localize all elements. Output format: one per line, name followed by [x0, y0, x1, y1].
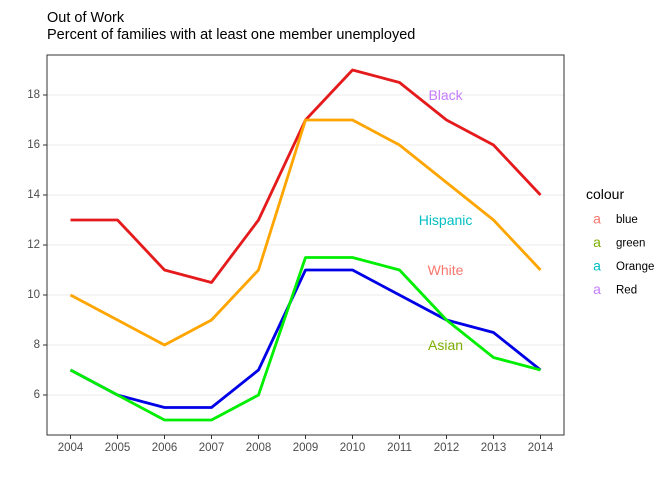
x-tick-label: 2012 — [434, 442, 460, 454]
series-lines — [69, 68, 542, 422]
chart-title: Out of Work — [47, 10, 125, 26]
series-line-0 — [70, 68, 542, 284]
series-line-3 — [69, 256, 541, 422]
x-tick-label: 2010 — [340, 442, 366, 454]
legend: colour a blue a green a Orange a Red — [586, 186, 654, 297]
annotation-label: Asian — [428, 337, 463, 353]
y-tick-label: 14 — [27, 189, 40, 201]
legend-label: Orange — [616, 261, 654, 273]
x-tick-label: 2007 — [199, 442, 225, 454]
annotation-label: Black — [428, 87, 463, 103]
legend-label: blue — [616, 214, 638, 226]
series-line-2 — [69, 268, 542, 409]
legend-key-glyph: a — [593, 211, 601, 227]
legend-key-glyph: a — [593, 234, 601, 250]
axes: 2004 2005 2006 2007 2008 2009 2010 2011 2012 2013… — [27, 89, 554, 454]
legend-label: green — [616, 238, 645, 250]
legend-label: Red — [616, 285, 637, 297]
series-line-1 — [69, 118, 542, 347]
legend-key-glyph: a — [593, 281, 601, 297]
x-tick-label: 2008 — [246, 442, 272, 454]
x-tick-label: 2014 — [528, 442, 554, 454]
legend-title: colour — [586, 186, 624, 202]
y-tick-label: 10 — [27, 289, 40, 301]
x-tick-label: 2011 — [387, 442, 412, 454]
y-tick-label: 16 — [27, 139, 40, 151]
x-tick-label: 2009 — [293, 442, 319, 454]
x-tick-label: 2013 — [481, 442, 507, 454]
y-tick-label: 18 — [27, 89, 40, 101]
annotation-label: Hispanic — [419, 212, 473, 228]
line-annotations: Black Hispanic White Asian — [419, 87, 473, 353]
y-tick-label: 6 — [34, 389, 40, 401]
y-tick-label: 12 — [27, 239, 40, 251]
x-tick-label: 2006 — [152, 442, 178, 454]
x-tick-label: 2004 — [58, 442, 84, 454]
y-tick-label: 8 — [34, 339, 40, 351]
annotation-label: White — [428, 262, 464, 278]
x-tick-label: 2005 — [105, 442, 131, 454]
legend-key-glyph: a — [593, 258, 601, 274]
chart-subtitle: Percent of families with at least one me… — [47, 27, 415, 43]
gridlines — [47, 94, 564, 396]
